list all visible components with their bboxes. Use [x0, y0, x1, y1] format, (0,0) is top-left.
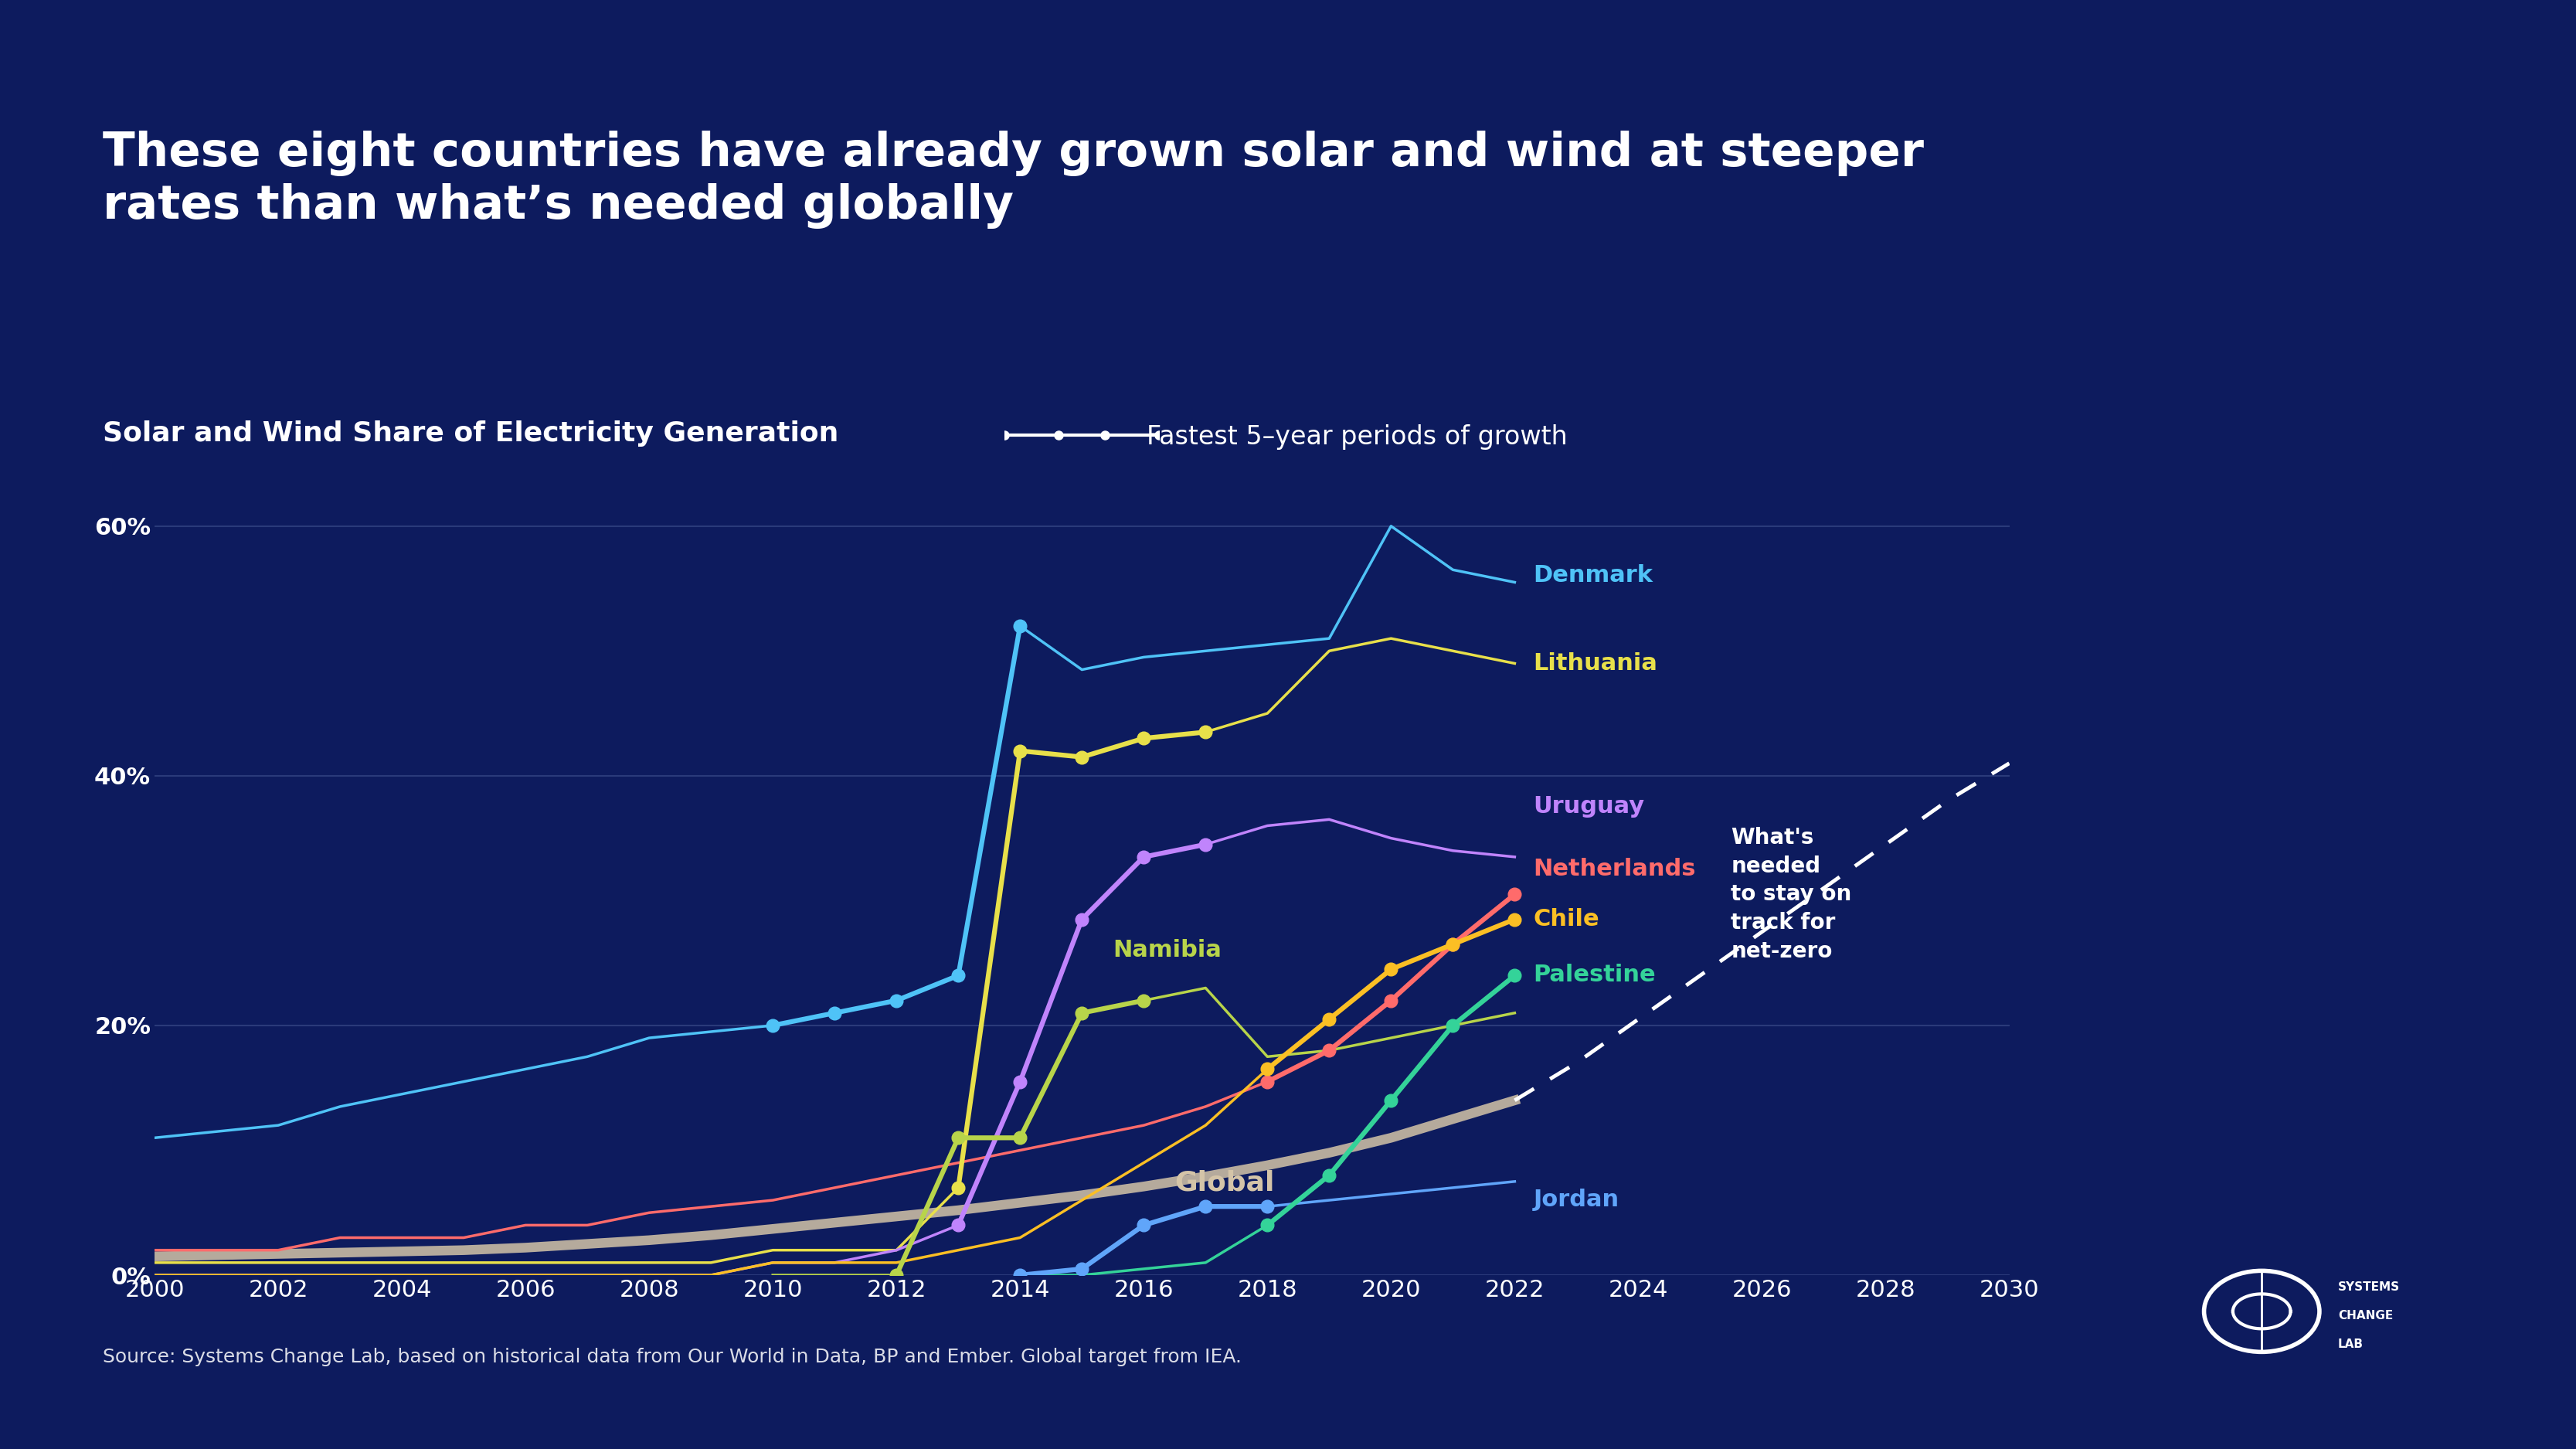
Text: SYSTEMS: SYSTEMS: [2339, 1281, 2401, 1293]
Text: Source: Systems Change Lab, based on historical data from Our World in Data, BP : Source: Systems Change Lab, based on his…: [103, 1348, 1242, 1366]
Text: Namibia: Namibia: [1113, 939, 1221, 962]
Text: What's
needed
to stay on
track for
net-zero: What's needed to stay on track for net-z…: [1731, 827, 1852, 962]
Text: Denmark: Denmark: [1533, 565, 1654, 587]
Text: These eight countries have already grown solar and wind at steeper
rates than wh: These eight countries have already grown…: [103, 130, 1924, 229]
Text: Global: Global: [1175, 1169, 1275, 1195]
Text: CHANGE: CHANGE: [2339, 1310, 2393, 1321]
Text: Fastest 5–year periods of growth: Fastest 5–year periods of growth: [1146, 425, 1566, 451]
Text: Palestine: Palestine: [1533, 964, 1656, 987]
Text: Uruguay: Uruguay: [1533, 796, 1643, 817]
Text: Netherlands: Netherlands: [1533, 858, 1695, 881]
Text: LAB: LAB: [2339, 1339, 2362, 1350]
Text: Jordan: Jordan: [1533, 1188, 1620, 1211]
Text: Solar and Wind Share of Electricity Generation: Solar and Wind Share of Electricity Gene…: [103, 420, 840, 446]
Text: Lithuania: Lithuania: [1533, 652, 1656, 674]
Text: Chile: Chile: [1533, 909, 1600, 930]
